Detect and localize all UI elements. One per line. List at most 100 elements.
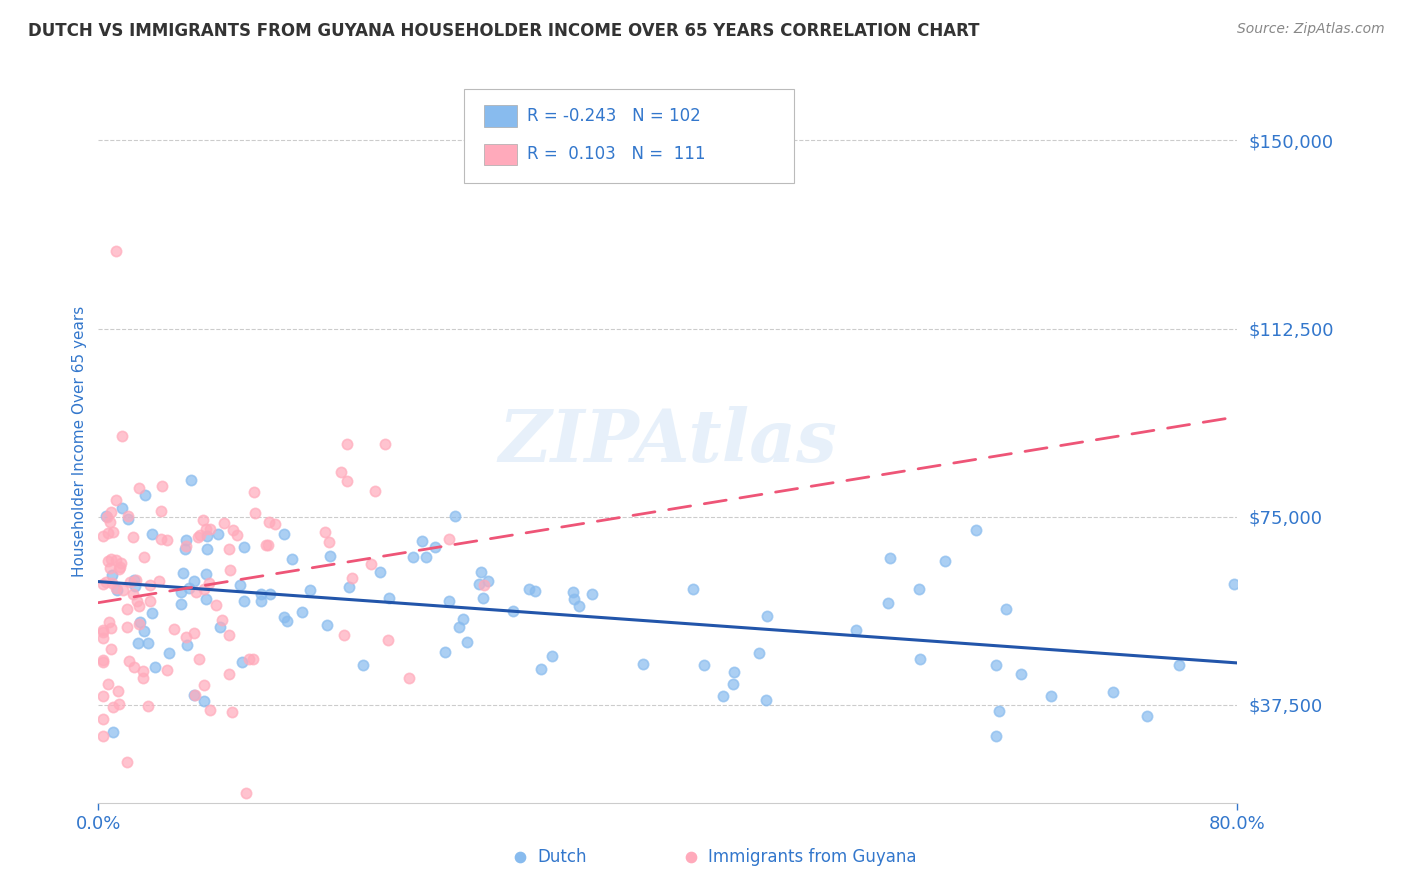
Point	[96, 575, 118, 590]
Text: ZIPAtlas: ZIPAtlas	[499, 406, 837, 477]
Point	[183, 626, 205, 640]
Point	[139, 594, 162, 608]
Point	[908, 652, 931, 666]
Point	[115, 620, 138, 634]
Point	[170, 597, 193, 611]
Point	[907, 582, 929, 596]
Point	[336, 475, 359, 489]
Point	[845, 624, 868, 638]
Point	[110, 560, 132, 574]
Point	[98, 615, 121, 630]
Point	[101, 699, 124, 714]
Point	[100, 642, 122, 657]
Point	[451, 612, 474, 626]
Point	[211, 613, 233, 627]
Point	[1136, 708, 1159, 723]
Point	[474, 578, 496, 592]
Text: R = -0.243   N = 102: R = -0.243 N = 102	[527, 107, 702, 125]
Point	[934, 554, 956, 568]
Point	[276, 614, 298, 628]
Point	[91, 624, 114, 639]
Point	[101, 575, 124, 590]
Point	[568, 599, 591, 614]
Point	[222, 523, 245, 537]
Point	[122, 530, 145, 544]
Point	[132, 664, 155, 678]
Point	[402, 550, 425, 565]
Point	[100, 552, 122, 566]
Point	[755, 608, 778, 623]
Point	[104, 244, 127, 258]
Point	[194, 567, 217, 582]
Point	[879, 551, 901, 566]
Point	[444, 509, 467, 524]
Point	[360, 558, 382, 572]
Point	[128, 599, 150, 614]
Point	[415, 550, 437, 565]
Point	[340, 571, 363, 585]
Point	[128, 616, 150, 631]
Point	[101, 725, 124, 739]
Point	[148, 574, 170, 588]
Point	[218, 628, 240, 642]
Point	[195, 529, 218, 543]
Point	[150, 479, 173, 493]
Point	[243, 485, 266, 500]
Point	[330, 465, 353, 479]
Point	[198, 575, 221, 590]
Point	[184, 688, 207, 702]
Point	[984, 657, 1007, 672]
Point	[128, 481, 150, 495]
Point	[124, 573, 146, 587]
Point	[352, 658, 374, 673]
Point	[122, 659, 145, 673]
Point	[115, 602, 138, 616]
Point	[232, 593, 254, 607]
Point	[183, 688, 205, 702]
Point	[336, 437, 359, 451]
Text: Dutch: Dutch	[537, 848, 586, 866]
Point	[91, 712, 114, 726]
Point	[541, 649, 564, 664]
Point	[141, 526, 163, 541]
Point	[205, 599, 228, 613]
Point	[156, 663, 179, 677]
Point	[194, 522, 217, 536]
Point	[98, 515, 121, 529]
Point	[1102, 685, 1125, 699]
Point	[468, 576, 491, 591]
Point	[194, 592, 217, 607]
Point	[995, 602, 1018, 616]
Point	[105, 553, 128, 567]
Point	[145, 660, 167, 674]
Point	[212, 516, 235, 530]
Point	[91, 729, 114, 743]
Point	[177, 582, 200, 596]
Point	[176, 638, 198, 652]
Point	[117, 654, 139, 668]
Point	[377, 632, 399, 647]
Point	[141, 606, 163, 620]
Point	[1040, 689, 1063, 703]
Point	[298, 582, 321, 597]
Point	[218, 562, 240, 576]
Point	[477, 574, 499, 589]
Point	[134, 487, 156, 501]
Point	[91, 653, 114, 667]
Point	[187, 530, 209, 544]
Point	[523, 584, 546, 599]
Point	[259, 587, 281, 601]
Point	[291, 605, 314, 619]
Point	[693, 657, 716, 672]
Point	[183, 574, 205, 589]
Point	[256, 538, 278, 552]
Point	[711, 690, 734, 704]
Point	[517, 582, 540, 596]
Point	[96, 510, 118, 524]
Text: R =  0.103   N =  111: R = 0.103 N = 111	[527, 145, 706, 163]
Point	[682, 582, 704, 596]
Point	[368, 565, 391, 579]
Point	[97, 526, 120, 541]
Point	[319, 549, 342, 564]
Point	[221, 705, 243, 719]
